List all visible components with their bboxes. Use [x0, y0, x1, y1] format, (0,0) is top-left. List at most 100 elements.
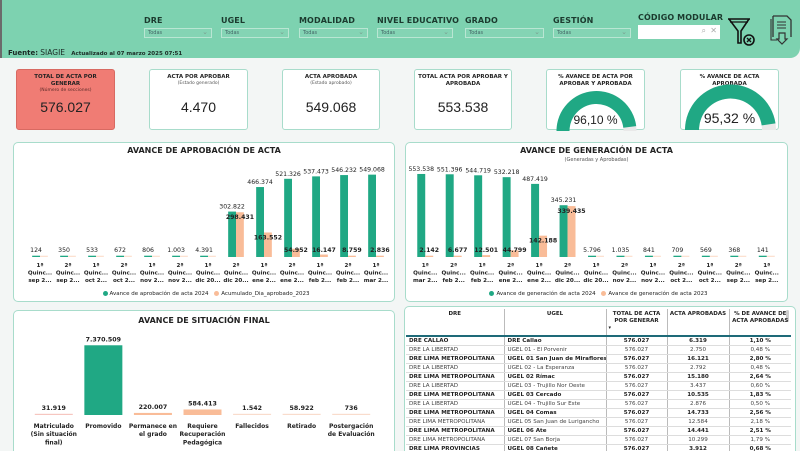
bar-2023[interactable] — [376, 255, 384, 257]
x-tick-label: oct 2... — [670, 278, 692, 284]
bar-2023[interactable] — [236, 212, 244, 257]
filter-modalidad-select[interactable]: Todas ⌄ — [299, 28, 368, 38]
bar-2024[interactable] — [644, 255, 653, 257]
bar-2024[interactable] — [531, 183, 540, 257]
filter-nivel-select[interactable]: Todas ⌄ — [377, 28, 453, 38]
bar-2023[interactable] — [348, 255, 356, 257]
bar-2023[interactable] — [425, 255, 434, 257]
col-acta-aprobadas[interactable]: ACTA APROBADAS — [666, 309, 729, 337]
table-row[interactable]: DRE CALLAO DRE Callao 576.027 6.319 1,10 % — [406, 336, 791, 346]
bar-2023[interactable] — [68, 255, 76, 257]
col-pct-avance[interactable]: % DE AVANCE DE ACTA APROBADAS — [728, 309, 791, 337]
filter-ugel-select[interactable]: Todas ⌄ — [221, 28, 289, 38]
bar-2023[interactable] — [152, 255, 160, 257]
filter-dre[interactable]: DRE Todas ⌄ — [144, 16, 212, 38]
bar-situacion[interactable] — [84, 345, 123, 415]
table-row[interactable]: DRE LA LIBERTAD UGEL 03 - Trujillo Nor Oe… — [406, 381, 791, 391]
col-total-acta[interactable]: TOTAL DE ACTA POR GENERAR ▾ — [605, 309, 667, 337]
bar-2023[interactable] — [709, 255, 718, 257]
table-row[interactable]: DRE LIMA METROPOLITANA UGEL 06 Ate 576.027… — [406, 426, 791, 436]
bar-2024[interactable] — [228, 211, 236, 257]
filter-nivel-educativo[interactable]: NIVEL EDUCATIVO Todas ⌄ — [377, 16, 459, 38]
bar-2023[interactable] — [624, 255, 633, 257]
bar-situacion[interactable] — [332, 413, 371, 415]
bar-2024[interactable] — [502, 177, 511, 257]
bar-2024[interactable] — [256, 187, 264, 257]
table-row[interactable]: DRE LIMA METROPOLITANA UGEL 01 San Juan d… — [406, 354, 791, 364]
bar-2023[interactable] — [124, 255, 132, 257]
bar-2023[interactable] — [567, 206, 576, 257]
bar-2023[interactable] — [40, 255, 48, 257]
table-row[interactable]: DRE LIMA METROPOLITANA UGEL 07 San Borja 5… — [406, 435, 791, 445]
bar-2024[interactable] — [340, 175, 348, 257]
bar-2024[interactable] — [588, 255, 596, 257]
search-icon[interactable]: ⌕ — [701, 26, 706, 35]
document-download-icon[interactable] — [769, 14, 795, 46]
bar-2024[interactable] — [474, 175, 483, 257]
table-row[interactable]: DRE LIMA METROPOLITANA UGEL 03 Cercado 576… — [406, 390, 791, 400]
filter-grado-select[interactable]: Todas ⌄ — [465, 28, 544, 38]
bar-2023[interactable] — [264, 232, 272, 257]
bar-2024[interactable] — [116, 255, 124, 257]
bar-2024[interactable] — [312, 176, 320, 257]
bar-2024[interactable] — [60, 255, 68, 257]
kpi-title: TOTAL ACTA POR APROBAR Y APROBADA — [418, 74, 508, 87]
bar-2024[interactable] — [32, 255, 40, 257]
bar-situacion[interactable] — [133, 412, 172, 415]
table-row[interactable]: DRE LIMA METROPOLITANA UGEL 05 San Juan d… — [406, 417, 791, 427]
bar-situacion[interactable] — [183, 409, 222, 415]
col-ugel[interactable]: UGEL — [503, 309, 606, 337]
x-tick-label: Quinc... — [527, 271, 551, 277]
filter-gestion[interactable]: GESTIÓN Todas ⌄ — [553, 16, 631, 38]
bar-2024[interactable] — [673, 255, 682, 257]
col-dre[interactable]: DRE — [406, 309, 504, 337]
bar-2024[interactable] — [445, 174, 454, 257]
bar-2023[interactable] — [482, 255, 491, 257]
filter-clear-icon[interactable] — [726, 16, 760, 46]
bar-situacion[interactable] — [282, 413, 321, 415]
table-row[interactable]: DRE LIMA PROVINCIAS UGEL 08 Cañete 576.027… — [406, 444, 791, 451]
bar-situacion[interactable] — [34, 413, 73, 415]
bar-2024[interactable] — [417, 173, 426, 257]
bar-2023[interactable] — [681, 255, 690, 257]
table-row[interactable]: DRE LA LIBERTAD UGEL 01 - El Porvenir 576.… — [406, 345, 791, 355]
bar-2024[interactable] — [200, 255, 208, 257]
bar-2024[interactable] — [730, 255, 739, 257]
bar-2023[interactable] — [539, 235, 548, 257]
bar-2024[interactable] — [701, 255, 710, 257]
codigo-modular-input[interactable]: ⌕ ✕ — [638, 25, 720, 39]
bar-2024[interactable] — [368, 174, 376, 257]
bar-2023[interactable] — [180, 255, 188, 257]
filter-dre-select[interactable]: Todas ⌄ — [144, 28, 212, 38]
bar-2023[interactable] — [292, 248, 300, 257]
filter-gestion-select[interactable]: Todas ⌄ — [553, 28, 631, 38]
bar-2024[interactable] — [559, 205, 568, 257]
filter-ugel[interactable]: UGEL Todas ⌄ — [221, 16, 289, 38]
bar-2024[interactable] — [144, 255, 152, 257]
bar-2024[interactable] — [172, 255, 180, 257]
x-tick-label: Quinc... — [308, 271, 332, 277]
filter-grado[interactable]: GRADO Todas ⌄ — [465, 16, 544, 38]
cell-total-acta: 576.027 — [605, 372, 667, 382]
table-row[interactable]: DRE LIMA METROPOLITANA UGEL 02 Rímac 576.0… — [406, 372, 791, 382]
bar-2024[interactable] — [88, 255, 96, 257]
filter-modalidad[interactable]: MODALIDAD Todas ⌄ — [299, 16, 368, 38]
bar-2024[interactable] — [758, 255, 767, 257]
bar-2024[interactable] — [616, 255, 625, 257]
bar-2023[interactable] — [96, 255, 104, 257]
bar-2023[interactable] — [596, 255, 604, 257]
clear-icon[interactable]: ✕ — [710, 26, 717, 35]
bar-2023[interactable] — [766, 255, 775, 257]
bar-2023[interactable] — [738, 255, 747, 257]
table-row[interactable]: DRE LIMA METROPOLITANA UGEL 04 Comas 576.0… — [406, 408, 791, 418]
bar-situacion[interactable] — [233, 413, 272, 415]
bar-2023[interactable] — [320, 254, 328, 257]
table-row[interactable]: DRE LA LIBERTAD UGEL 02 - La Esperanza 576… — [406, 363, 791, 373]
bar-2023[interactable] — [453, 255, 462, 257]
bar-2023[interactable] — [208, 255, 216, 257]
table-row[interactable]: DRE LA LIBERTAD UGEL 04 - Trujillo Sur Es… — [406, 399, 791, 409]
chart-title: AVANCE DE APROBACIÓN DE ACTA — [127, 146, 281, 155]
bar-2023[interactable] — [652, 255, 661, 257]
bar-2024[interactable] — [284, 178, 292, 257]
bar-2023[interactable] — [510, 250, 519, 257]
